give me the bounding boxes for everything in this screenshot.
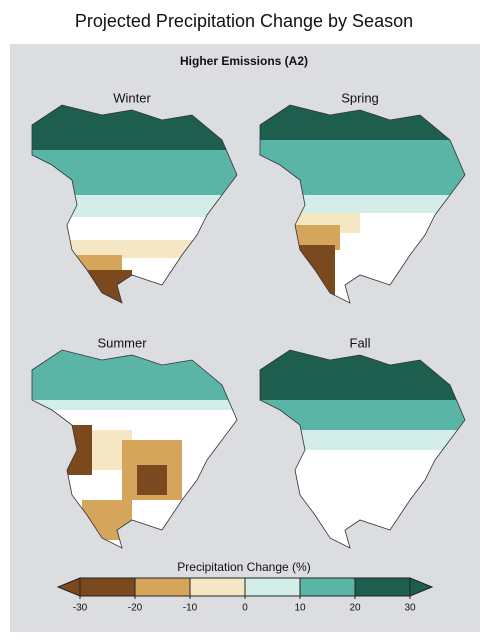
colorbar-tick-label: -10 [183,603,198,614]
colorbar-bin [134,577,191,597]
season-label: Summer [97,335,147,350]
colorbar-bin [299,577,356,597]
colorbar-tick-label: -30 [73,603,88,614]
season-label: Winter [113,90,151,105]
subtitle: Higher Emissions (A2) [180,54,308,68]
colorbar-bin [189,577,246,597]
map-winter: Winter [31,90,238,304]
colorbar-bin [354,577,411,597]
season-label: Spring [341,90,379,105]
colorbar: -30 -20 -10 0 10 20 30 [56,577,434,614]
season-label: Fall [350,335,371,350]
colorbar-bin [79,577,136,597]
colorbar-tick-label: 20 [349,603,361,614]
colorbar-tick-label: 30 [404,603,416,614]
colorbar-label: Precipitation Change (%) [177,560,310,574]
colorbar-bin [244,577,301,597]
colorbar-tick-label: -20 [128,603,143,614]
colorbar-tick-label: 10 [294,603,306,614]
colorbar-tick-label: 0 [242,603,248,614]
title: Projected Precipitation Change by Season [75,11,413,31]
